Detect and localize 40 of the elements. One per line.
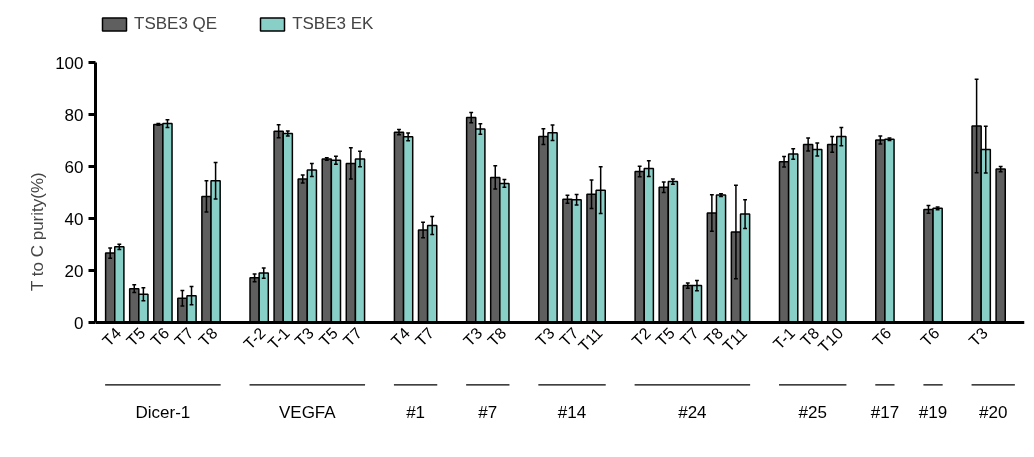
text: Dicer-1 [135,403,191,423]
x-tick-label: T3 [965,324,991,350]
text: #20 [979,403,1008,423]
x-tick-label: T11 [575,324,606,355]
text: VEGFA [278,403,337,423]
text: #25 [798,403,827,423]
y-tick-label: 20 [64,261,84,281]
x-tick-label: T7 [676,324,703,350]
x-tick-label: T6 [869,324,895,350]
y-tick-label: 40 [64,209,84,229]
y-tick-label: 100 [55,53,84,73]
x-tick-label: T2 [628,324,654,350]
y-tick-label: 80 [64,105,84,125]
x-tick-label: T8 [195,324,221,350]
text: #17 [870,403,900,423]
x-tick-label: T6 [147,324,173,350]
x-tick-label: T3 [291,324,317,350]
x-tick-label: T7 [171,324,197,350]
x-tick-label: T7 [412,324,438,350]
text: #7 [478,403,498,423]
x-tick-label: T-1 [769,324,799,353]
text: #14 [557,403,587,423]
x-tick-label: T8 [484,324,510,350]
y-axis-title: T to C purity(%) [28,172,48,292]
x-tick-label: T4 [99,324,125,350]
x-tick-label: T4 [387,324,414,350]
x-tick-label: T5 [652,324,678,350]
y-tick-label: 0 [74,313,84,333]
x-tick-label: T6 [917,324,943,350]
legend-label: TSBE3 QE [134,14,218,34]
x-tick-label: T3 [532,324,558,350]
text: #19 [918,403,948,423]
x-tick-label: T3 [460,324,486,350]
y-tick-label: 60 [64,157,84,177]
text: #1 [406,403,426,423]
x-tick-label: T5 [315,324,342,350]
text: #24 [678,403,707,423]
legend-label: TSBE3 EK [292,14,374,34]
x-tick-label: T5 [123,324,149,350]
x-tick-label: T7 [339,324,366,350]
